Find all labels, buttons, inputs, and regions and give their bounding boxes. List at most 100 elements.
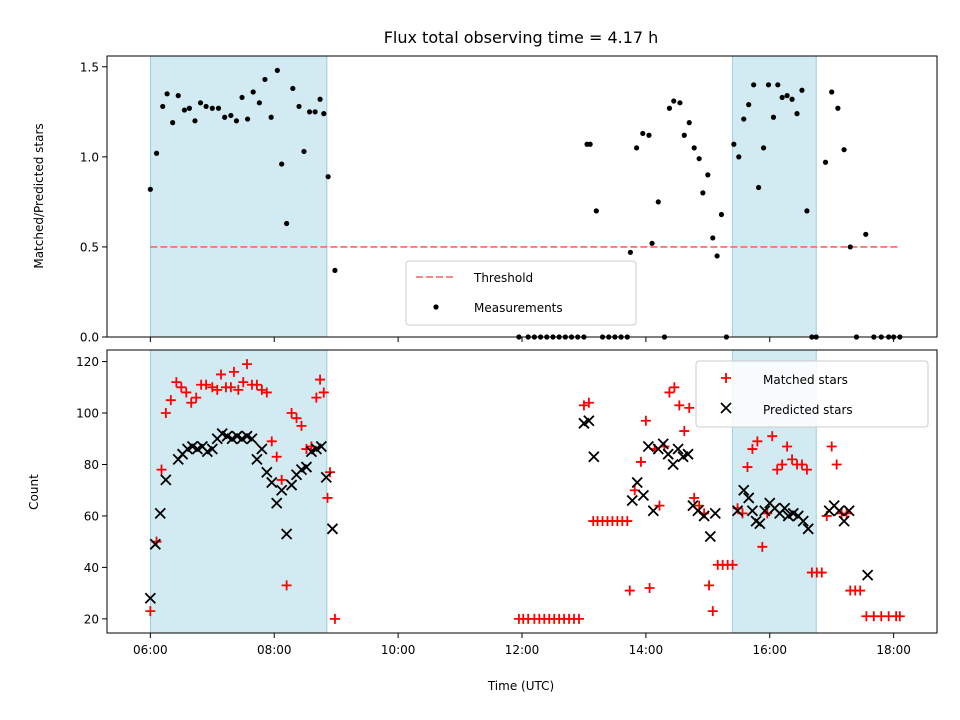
measurement-point: [847, 244, 853, 250]
measurement-point: [332, 267, 338, 273]
matched-star-marker: [684, 402, 695, 413]
matched-star-marker: [782, 441, 793, 452]
matched-star-marker: [233, 384, 244, 395]
legend-box: [405, 260, 637, 326]
matched-star-marker: [777, 459, 788, 470]
matched-star-marker: [894, 611, 905, 622]
measurement-point: [741, 116, 747, 122]
predicted-star-marker: [667, 458, 679, 471]
matched-star-marker: [727, 559, 738, 570]
count-panel: 20 40 60 80 100 120 06:00 08:00 10:00 12:00 14:00 1…: [27, 349, 938, 693]
matched-star-marker: [251, 379, 262, 390]
matched-star-marker: [583, 397, 594, 408]
y-tick-label: 80: [84, 458, 99, 472]
matched-star-marker: [212, 384, 223, 395]
measurement-point: [262, 76, 268, 83]
matched-star-marker: [191, 392, 202, 403]
matched-star-marker: [281, 580, 292, 591]
predicted-star-marker: [759, 505, 771, 517]
shaded-interval: [732, 55, 817, 338]
matched-star-marker: [767, 431, 778, 442]
predicted-star-marker: [631, 476, 643, 489]
measurement-point: [321, 111, 327, 117]
measurement-point: [160, 103, 166, 110]
matched-star-marker: [160, 408, 171, 419]
measurement-point: [799, 87, 805, 93]
matched-star-marker: [318, 387, 329, 398]
y-tick-label: 40: [84, 561, 99, 575]
legend-threshold-label: Threshold: [473, 271, 533, 285]
predicted-star-marker: [802, 523, 814, 535]
predicted-star-marker: [698, 510, 710, 522]
matched-star-marker: [322, 492, 333, 503]
matched-star-marker: [215, 369, 226, 380]
measurement-point: [736, 154, 742, 160]
matched-star-marker: [261, 387, 272, 398]
predicted-star-marker: [206, 443, 218, 455]
predicted-star-marker: [144, 592, 156, 604]
legend-predicted-label: Predicted stars: [763, 403, 853, 417]
predicted-star-marker: [160, 474, 172, 486]
matched-star-marker: [201, 379, 212, 390]
chart-title: Flux total observing time = 4.17 h: [384, 28, 659, 47]
matched-star-marker: [296, 420, 307, 431]
measurement-point: [147, 186, 153, 192]
matched-star-marker: [707, 606, 718, 617]
measurement-point: [822, 159, 829, 165]
measurement-point: [646, 132, 652, 138]
predicted-star-marker: [588, 451, 600, 463]
y-tick-label: 0.0: [80, 331, 99, 345]
matched-star-marker: [186, 397, 197, 408]
measurement-point: [256, 100, 262, 106]
measurement-point: [197, 100, 204, 106]
measurement-point: [312, 109, 318, 115]
measurement-point: [186, 105, 192, 111]
x-tick-label: 06:00: [133, 643, 168, 657]
measurement-point: [306, 109, 313, 115]
matched-star-marker: [689, 492, 700, 503]
matched-star-marker: [855, 585, 866, 596]
matched-star-marker: [271, 451, 282, 462]
legend-matched-swatch: [721, 373, 731, 383]
measurement-point: [640, 130, 646, 137]
measurement-point: [222, 114, 228, 120]
measurement-point: [268, 114, 274, 120]
measurement-point: [181, 107, 188, 113]
matched-star-marker: [801, 464, 812, 475]
predicted-star-marker: [843, 505, 855, 517]
predicted-star-marker: [256, 443, 268, 455]
measurement-point: [279, 161, 285, 167]
predicted-star-marker: [320, 471, 332, 483]
measurement-points: [147, 67, 903, 340]
x-tick-label: 10:00: [381, 643, 416, 657]
measurement-point: [215, 105, 222, 111]
measurement-point: [587, 141, 593, 147]
measurement-point: [164, 91, 170, 97]
measurement-point: [686, 120, 692, 126]
count-y-axis-label: Count: [27, 474, 41, 510]
predicted-star-marker: [315, 440, 327, 453]
measurement-point: [705, 172, 711, 178]
legend-measurement-label: Measurements: [474, 301, 563, 315]
predicted-star-marker: [285, 479, 298, 491]
matched-star-marker: [573, 613, 584, 624]
matched-star-marker: [669, 382, 680, 393]
legend-measurement-swatch: [433, 304, 439, 310]
measurement-point: [284, 220, 290, 227]
measurement-point: [245, 116, 251, 122]
matched-star-marker: [674, 400, 685, 411]
matched-star-marker: [644, 582, 655, 593]
measurement-point: [671, 98, 677, 104]
count-axes: 20 40 60 80 100 120 06:00 08:00 10:00 12:00 14:00 1…: [76, 349, 938, 657]
predicted-star-marker: [861, 569, 874, 581]
measurement-point: [681, 132, 687, 138]
predicted-star-marker: [797, 515, 809, 527]
measurement-point: [784, 93, 790, 99]
measurement-point: [789, 96, 795, 102]
predicted-star-marker: [626, 494, 638, 507]
matched-star-marker: [704, 580, 715, 591]
measurement-point: [770, 114, 777, 120]
predicted-star-marker: [672, 443, 684, 455]
matched-star-marker: [742, 462, 753, 473]
